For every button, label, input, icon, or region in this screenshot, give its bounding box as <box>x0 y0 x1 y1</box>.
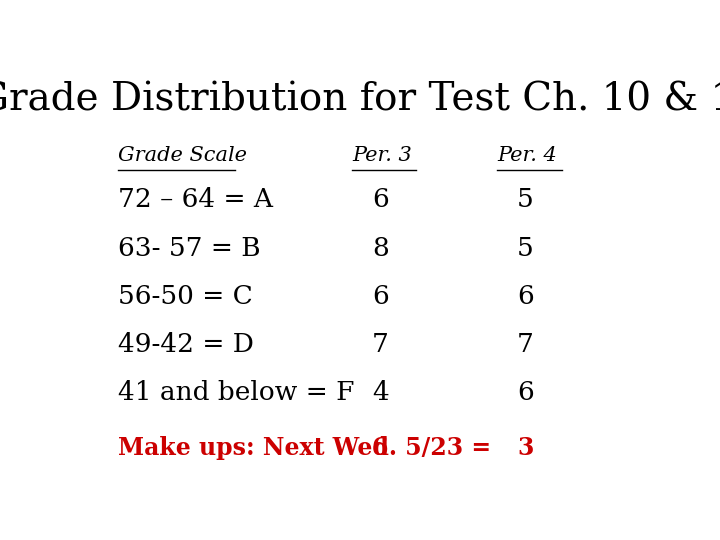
Text: 6: 6 <box>517 380 534 406</box>
Text: 5: 5 <box>517 187 534 212</box>
Text: 6: 6 <box>372 187 389 212</box>
Text: 6: 6 <box>372 284 389 309</box>
Text: 8: 8 <box>372 235 389 261</box>
Text: Make ups: Next Wed. 5/23 =: Make ups: Next Wed. 5/23 = <box>118 436 491 460</box>
Text: Grade Distribution for Test Ch. 10 & 11: Grade Distribution for Test Ch. 10 & 11 <box>0 82 720 118</box>
Text: 6: 6 <box>372 436 388 460</box>
Text: 41 and below = F: 41 and below = F <box>118 380 354 406</box>
Text: 7: 7 <box>517 332 534 357</box>
Text: 72 – 64 = A: 72 – 64 = A <box>118 187 273 212</box>
Text: 7: 7 <box>372 332 389 357</box>
Text: 5: 5 <box>517 235 534 261</box>
Text: 4: 4 <box>372 380 389 406</box>
Text: 49-42 = D: 49-42 = D <box>118 332 253 357</box>
Text: Per. 3: Per. 3 <box>352 146 412 165</box>
Text: 6: 6 <box>517 284 534 309</box>
Text: Per. 4: Per. 4 <box>498 146 557 165</box>
Text: Grade Scale: Grade Scale <box>118 146 247 165</box>
Text: 63- 57 = B: 63- 57 = B <box>118 235 261 261</box>
Text: 56-50 = C: 56-50 = C <box>118 284 253 309</box>
Text: 3: 3 <box>517 436 534 460</box>
